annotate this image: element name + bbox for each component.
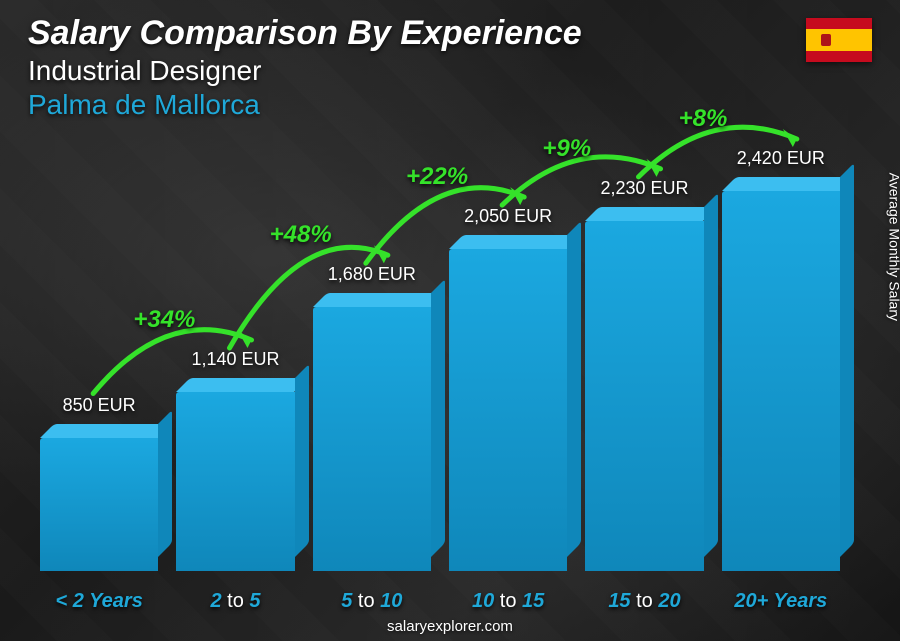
- x-axis-label: 15 to 20: [585, 590, 703, 613]
- x-axis-label: 10 to 15: [449, 590, 567, 613]
- x-axis-label: < 2 Years: [40, 590, 158, 613]
- chart-title: Salary Comparison By Experience: [28, 14, 872, 53]
- header: Salary Comparison By Experience Industri…: [28, 14, 872, 121]
- x-axis-label: 20+ Years: [722, 590, 840, 613]
- x-axis-labels: < 2 Years 2 to 5 5 to 10 10 to 15 15 to 20 20…: [40, 590, 840, 613]
- x-axis-label: 5 to 10: [313, 590, 431, 613]
- y-axis-label: Average Monthly Salary: [886, 172, 900, 320]
- chart-subtitle: Industrial Designer: [28, 55, 872, 87]
- increment-label: +8%: [679, 105, 728, 133]
- x-axis-label: 2 to 5: [176, 590, 294, 613]
- footer-source: salaryexplorer.com: [0, 618, 900, 635]
- bar-chart: 850 EUR1,140 EUR1,680 EUR2,050 EUR2,230 …: [40, 141, 840, 571]
- spain-flag-icon: [806, 18, 872, 62]
- chart-city: Palma de Mallorca: [28, 89, 872, 121]
